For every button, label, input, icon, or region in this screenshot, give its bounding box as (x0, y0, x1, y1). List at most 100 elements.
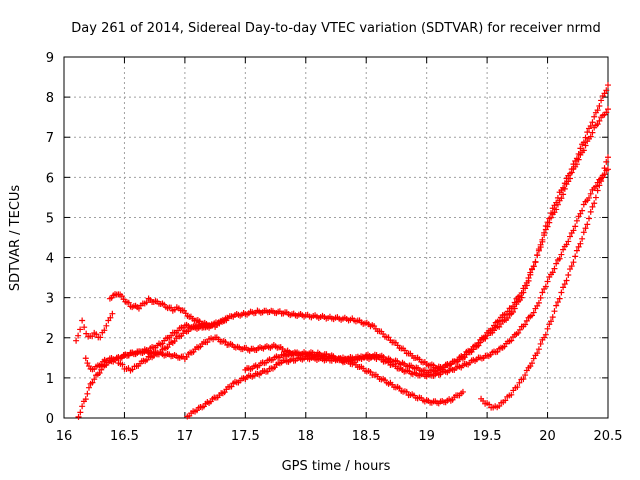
series-trace-f (184, 166, 611, 420)
data-point (592, 183, 599, 190)
data-point (168, 332, 175, 339)
data-point (598, 178, 605, 185)
data-point (544, 278, 551, 285)
data-point (577, 210, 584, 217)
data-point (508, 337, 515, 344)
data-point (541, 232, 548, 239)
data-point (535, 299, 542, 306)
data-point (82, 355, 89, 362)
data-point (605, 166, 611, 173)
data-point (587, 133, 594, 140)
data-point (594, 121, 601, 128)
series-trace-a (73, 310, 116, 344)
data-point (554, 201, 561, 208)
data-point (516, 379, 523, 386)
grid (64, 57, 608, 418)
x-tick-label: 18.5 (352, 429, 381, 444)
data-point (82, 396, 89, 403)
y-tick-labels: 0 1 2 3 4 5 6 7 8 9 (46, 51, 54, 427)
data-point (605, 154, 611, 161)
data-point (532, 258, 539, 265)
data-point (596, 117, 603, 124)
data-point (570, 259, 577, 266)
data-point (73, 337, 80, 344)
x-tick-label: 16 (56, 429, 73, 444)
data-point (580, 147, 587, 154)
data-point (535, 247, 542, 254)
data-point (125, 299, 132, 306)
data-point (570, 227, 577, 234)
data-point (553, 302, 560, 309)
data-point (579, 235, 586, 242)
data-point (143, 356, 150, 363)
y-tick-label: 2 (46, 332, 54, 347)
data-point (587, 190, 594, 197)
data-point (75, 332, 82, 339)
data-point (75, 413, 82, 420)
data-point (592, 194, 599, 201)
data-point (482, 333, 489, 340)
data-point (546, 219, 553, 226)
data-point (553, 206, 560, 213)
data-point (580, 229, 587, 236)
data-point (508, 391, 515, 398)
data-point (594, 107, 601, 114)
data-point (586, 215, 593, 222)
data-point (591, 200, 598, 207)
data-point (85, 384, 92, 391)
data-point (79, 317, 86, 324)
data-point (89, 379, 96, 386)
x-tick-labels: 16 16.5 17 17.5 18 18.5 19 19.5 20 20.5 (56, 429, 623, 444)
data-point (558, 289, 565, 296)
data-point (529, 360, 536, 367)
data-point (587, 122, 594, 129)
data-point (496, 317, 503, 324)
data-series (73, 82, 611, 420)
data-point (573, 161, 580, 168)
data-point (603, 158, 610, 165)
data-point (605, 82, 611, 89)
data-point (565, 238, 572, 245)
data-point (551, 265, 558, 272)
data-point (601, 90, 608, 97)
data-point (605, 106, 611, 113)
data-point (79, 403, 86, 410)
data-point (567, 266, 574, 273)
x-axis-label: GPS time / hours (282, 459, 391, 474)
data-point (556, 255, 563, 262)
data-point (518, 289, 525, 296)
data-point (109, 310, 116, 317)
data-point (556, 295, 563, 302)
data-point (599, 172, 606, 179)
data-point (565, 272, 572, 279)
data-point (560, 191, 567, 198)
data-point (558, 251, 565, 258)
data-point (81, 324, 88, 331)
data-point (489, 325, 496, 332)
data-point (601, 165, 608, 172)
data-point (83, 330, 90, 337)
data-point (577, 145, 584, 152)
data-point (228, 383, 235, 390)
data-point (586, 194, 593, 201)
data-point (603, 109, 610, 116)
data-point (542, 283, 549, 290)
x-tick-label: 19.5 (473, 429, 502, 444)
data-point (530, 355, 537, 362)
data-point (560, 246, 567, 253)
y-tick-label: 1 (46, 372, 54, 387)
series-trace-d (106, 291, 231, 330)
data-point (206, 324, 213, 331)
data-point (515, 329, 522, 336)
data-point (563, 277, 570, 284)
data-point (589, 119, 596, 126)
data-point (486, 401, 493, 408)
data-point (537, 294, 544, 301)
data-point (516, 326, 523, 333)
data-point (520, 376, 527, 383)
series-trace-h (478, 154, 611, 411)
data-point (530, 263, 537, 270)
data-point (84, 360, 91, 367)
data-point (135, 305, 142, 312)
data-point (582, 134, 589, 141)
